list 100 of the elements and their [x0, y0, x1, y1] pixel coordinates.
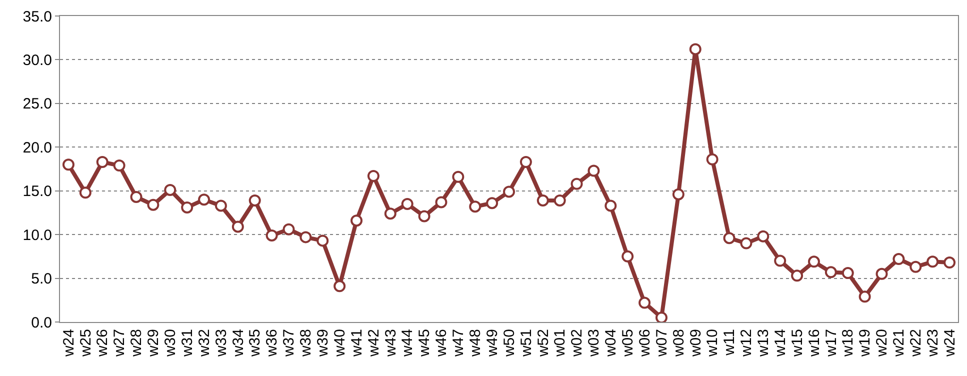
x-tick-label: w10	[704, 329, 722, 358]
x-tick-label: w43	[382, 329, 400, 358]
point	[452, 170, 464, 183]
x-tick-label: w15	[788, 329, 806, 358]
x-tick-label: w46	[433, 329, 450, 358]
x-tick-label: w51	[518, 329, 535, 358]
x-tick-label: w04	[602, 329, 620, 358]
point	[570, 178, 583, 190]
point	[774, 254, 786, 267]
point	[214, 200, 227, 212]
x-tick-label: w14	[772, 329, 789, 358]
point	[334, 280, 346, 292]
point	[418, 210, 430, 222]
point	[300, 231, 312, 244]
point	[926, 256, 939, 268]
y-tick-label: 30.0	[22, 52, 52, 69]
point	[876, 268, 888, 280]
x-tick-label: w20	[874, 329, 891, 358]
point	[740, 237, 752, 250]
point	[604, 200, 617, 212]
x-tick-label: w49	[484, 329, 501, 358]
y-tick-label: 0.0	[31, 314, 52, 332]
point	[910, 260, 922, 273]
point	[316, 234, 329, 247]
x-tick-label: w41	[348, 329, 366, 358]
x-tick-label: w40	[331, 329, 348, 358]
point	[96, 156, 108, 168]
x-tick-label: w16	[806, 329, 823, 358]
x-tick-label: w28	[128, 329, 146, 358]
point	[944, 256, 956, 269]
x-tick-label: w31	[178, 329, 196, 358]
x-tick-label: w45	[416, 329, 434, 358]
point	[350, 214, 363, 227]
x-tick-label: w47	[450, 329, 468, 358]
point	[130, 190, 142, 203]
point	[384, 208, 396, 220]
x-tick-label: w18	[840, 329, 857, 358]
x-tick-label: w38	[298, 329, 315, 358]
point	[672, 188, 684, 200]
point	[824, 266, 837, 278]
point	[113, 160, 126, 172]
y-tick-label: 35.0	[22, 8, 52, 26]
point	[858, 290, 871, 303]
x-tick-label: w42	[365, 329, 382, 358]
point	[401, 198, 414, 210]
y-tick-label: 5.0	[31, 270, 52, 288]
point	[638, 296, 651, 309]
x-tick-label: w24	[941, 329, 958, 358]
point	[808, 256, 820, 268]
x-tick-label: w37	[280, 329, 298, 358]
x-tick-label: w26	[94, 329, 112, 358]
point	[79, 186, 92, 199]
point	[62, 158, 74, 171]
y-tick-label: 10.0	[22, 226, 52, 244]
x-tick-label: w39	[314, 329, 332, 358]
point	[486, 197, 498, 210]
x-tick-label: w21	[890, 329, 908, 358]
point	[164, 184, 176, 196]
point	[248, 194, 261, 206]
point	[367, 170, 380, 182]
x-tick-label: w32	[196, 329, 213, 358]
y-tick-label: 20.0	[22, 139, 52, 156]
point	[266, 229, 278, 242]
point	[536, 194, 549, 206]
point	[588, 164, 600, 177]
point	[503, 186, 515, 198]
x-tick-label: w30	[162, 329, 180, 358]
x-tick-label: w03	[586, 329, 603, 358]
point	[554, 194, 566, 206]
x-tick-label: w09	[687, 329, 704, 358]
x-tick-label: w07	[653, 329, 670, 358]
point	[198, 194, 210, 206]
y-tick-label: 15.0	[22, 183, 52, 200]
point	[842, 267, 854, 280]
x-tick-label: w34	[230, 329, 247, 358]
point	[706, 153, 718, 166]
point	[791, 270, 804, 282]
x-tick-label: w17	[822, 329, 840, 358]
x-tick-label: w08	[670, 329, 688, 358]
x-tick-label: w05	[619, 329, 636, 358]
x-tick-label: w29	[145, 329, 162, 358]
x-tick-label: w33	[212, 329, 230, 358]
x-tick-label: w01	[552, 329, 569, 358]
x-tick-label: w50	[500, 329, 518, 358]
x-tick-label: w19	[856, 329, 874, 358]
point	[622, 250, 634, 262]
point	[723, 232, 736, 244]
x-tick-label: w25	[77, 329, 94, 358]
point	[469, 200, 482, 213]
point	[892, 253, 905, 266]
x-tick-label: w23	[924, 329, 942, 358]
point	[147, 198, 160, 211]
x-tick-label: w52	[534, 329, 552, 358]
point	[655, 312, 668, 322]
x-tick-label: w22	[908, 329, 925, 358]
y-tick-label: 25.0	[22, 96, 52, 113]
point	[757, 230, 770, 242]
point	[282, 223, 295, 236]
x-tick-label: w36	[264, 329, 281, 358]
x-tick-label: w27	[111, 329, 128, 358]
